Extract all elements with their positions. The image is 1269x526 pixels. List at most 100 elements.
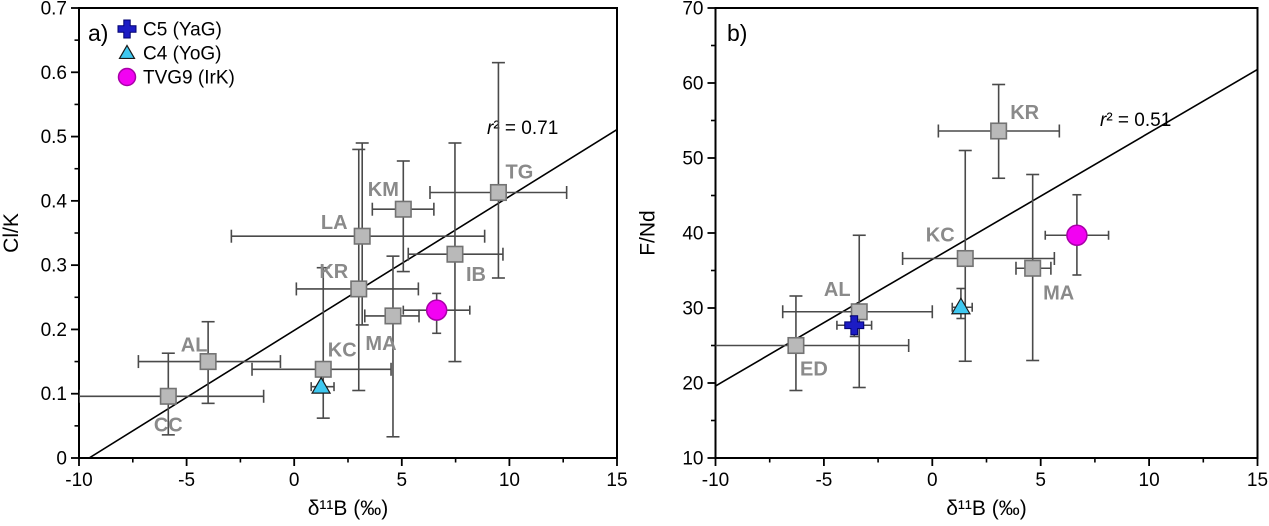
point-label-KC-a: KC <box>328 339 357 361</box>
point-labels: CC AL KC KR LA KM MA IB TG <box>154 162 533 437</box>
y-tick-label: 0.4 <box>41 191 68 212</box>
error-bars <box>715 83 1110 392</box>
x-tick-label: 15 <box>1247 470 1268 491</box>
square-marker <box>956 249 974 268</box>
point-labels: ED AL KC KR MA <box>800 102 1074 381</box>
y-tick-label: 20 <box>682 374 703 395</box>
point-C4-a <box>311 376 332 394</box>
point-C4-b <box>950 297 971 315</box>
y-axis-b: 10 20 30 40 50 60 70 <box>682 0 716 470</box>
y-tick-label: 0.2 <box>41 320 67 341</box>
y-tick-label: 70 <box>682 0 703 20</box>
point-KR-b <box>990 122 1008 140</box>
point-label-TG: TG <box>506 162 534 184</box>
markers <box>159 183 507 405</box>
error-bar-KC-b <box>901 149 1056 363</box>
point-TG <box>489 183 507 202</box>
circle-marker <box>425 299 448 321</box>
y-tick-label: 0.5 <box>41 127 67 148</box>
circle-marker <box>1066 224 1088 246</box>
square-marker <box>159 387 177 405</box>
point-KC-b <box>956 249 974 268</box>
point-ED <box>787 336 805 355</box>
triangle-marker <box>950 297 971 315</box>
y-axis-a: 0 0.1 0.2 0.3 0.4 0.5 0.6 0.7 <box>41 0 79 470</box>
cross-marker <box>844 315 865 336</box>
legend-circle-icon <box>117 67 137 87</box>
y-tick-label: 40 <box>682 224 703 245</box>
x-tick-label: 5 <box>397 470 408 491</box>
legend-cross-icon <box>117 19 137 39</box>
square-marker <box>394 200 412 218</box>
square-marker <box>199 353 217 371</box>
y-axis-title: Cl/K <box>0 213 23 253</box>
x-tick-label: -10 <box>702 470 729 491</box>
y-tick-label: 0 <box>56 449 67 470</box>
square-marker <box>384 307 402 325</box>
y-axis-title: F/Nd <box>637 210 660 256</box>
x-tick-label: 10 <box>499 470 520 491</box>
legend-item-label: TVG9 (IrK) <box>143 68 235 89</box>
panel-letter: a) <box>88 20 108 46</box>
point-label-KM: KM <box>368 179 399 201</box>
circle-marker <box>117 67 137 87</box>
y-tick-label: 0.3 <box>41 256 67 277</box>
x-axis-title: δ¹¹B (‰) <box>946 497 1027 520</box>
point-IB <box>446 245 464 263</box>
x-tick-label: -5 <box>178 470 195 491</box>
square-marker <box>489 183 507 202</box>
legend: C5 (YaG) C4 (YoG) TVG9 (IrK) <box>117 19 235 89</box>
triangle-marker <box>118 44 136 60</box>
error-bar-KR-a <box>295 148 420 392</box>
point-label-LA: LA <box>321 212 348 234</box>
error-bar-MA-a <box>363 255 420 438</box>
point-label-KR-b: KR <box>1010 102 1039 124</box>
point-label-MA-b: MA <box>1043 282 1074 304</box>
point-C5-b <box>844 315 865 336</box>
cross-marker <box>117 19 137 39</box>
square-marker <box>353 227 371 245</box>
panel-a: -10 -5 0 5 10 15 0 0.1 0.2 0.3 0.4 0.5 0.6 0.7 δ¹¹B (‰… <box>0 0 628 520</box>
x-tick-label: 15 <box>606 470 627 491</box>
x-tick-label: -10 <box>65 470 92 491</box>
square-marker <box>350 280 368 298</box>
square-marker <box>446 245 464 263</box>
x-axis-a: -10 -5 0 5 10 15 <box>65 458 628 491</box>
point-TVG9-b <box>1066 224 1088 246</box>
point-label-ED: ED <box>800 359 828 381</box>
y-tick-label: 10 <box>682 449 703 470</box>
x-axis-title: δ¹¹B (‰) <box>308 497 389 520</box>
point-CC <box>159 387 177 405</box>
x-tick-label: 0 <box>289 470 300 491</box>
triangle-marker <box>311 376 332 394</box>
x-tick-label: 5 <box>1035 470 1046 491</box>
point-KC-a <box>314 360 332 378</box>
point-label-CC: CC <box>154 414 183 436</box>
x-tick-label: 10 <box>1139 470 1160 491</box>
point-KR-a <box>350 280 368 298</box>
regression-line <box>715 68 1258 387</box>
x-tick-label: 0 <box>927 470 938 491</box>
point-label-KC-b: KC <box>926 225 955 247</box>
point-KM <box>394 200 412 218</box>
y-tick-label: 30 <box>682 299 703 320</box>
point-label-MA-a: MA <box>365 333 396 355</box>
r-squared-label: r² = 0.71 <box>487 118 558 139</box>
point-TVG9-a <box>425 299 448 321</box>
square-marker <box>314 360 332 378</box>
point-label-IB: IB <box>466 264 486 286</box>
y-tick-label: 0.1 <box>41 384 67 405</box>
square-marker <box>787 336 805 355</box>
r-squared-label: r² = 0.51 <box>1100 110 1171 131</box>
point-label-AL-a: AL <box>181 335 208 357</box>
legend-item-label: C5 (YaG) <box>143 20 222 41</box>
y-tick-label: 60 <box>682 74 703 95</box>
point-LA <box>353 227 371 245</box>
y-tick-label: 0.7 <box>41 0 67 20</box>
point-AL-a <box>199 353 217 371</box>
legend-triangle-icon <box>118 44 136 60</box>
point-MA-a <box>384 307 402 325</box>
markers <box>787 122 1088 355</box>
